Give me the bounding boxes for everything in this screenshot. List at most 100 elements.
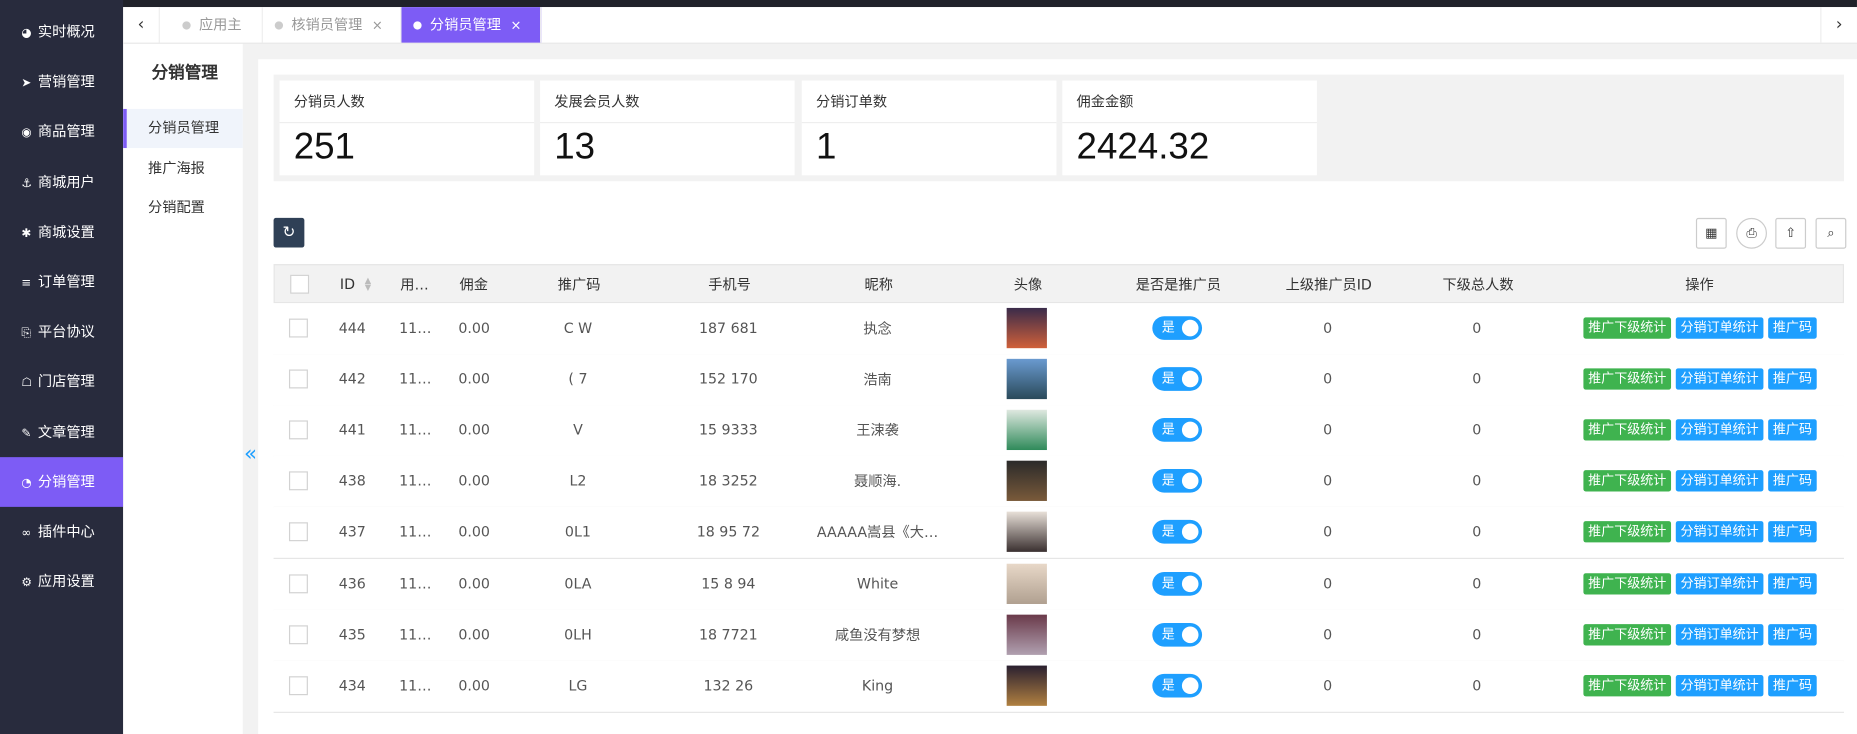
action-button[interactable]: 推广下级统计 bbox=[1583, 572, 1672, 594]
action-button[interactable]: 分销订单统计 bbox=[1675, 623, 1764, 645]
avatar bbox=[1006, 307, 1047, 349]
action-button[interactable]: 分销订单统计 bbox=[1675, 419, 1764, 441]
checkbox[interactable] bbox=[288, 522, 308, 542]
tab-prev[interactable]: ‹ bbox=[123, 7, 160, 43]
action-button[interactable]: 推广下级统计 bbox=[1583, 470, 1672, 492]
sidebar-item[interactable]: ◔ 分销管理 bbox=[0, 456, 124, 507]
menu-icon: ☖ bbox=[21, 377, 32, 391]
promoter-toggle[interactable]: 是 bbox=[1152, 520, 1203, 545]
checkbox[interactable] bbox=[288, 624, 308, 644]
action-button[interactable]: 推广码 bbox=[1768, 470, 1817, 492]
table-cell: AAAAA嵩县《大… bbox=[816, 524, 939, 542]
table-cell: 聂顺海. bbox=[853, 473, 902, 491]
action-button[interactable]: 推广下级统计 bbox=[1583, 623, 1672, 645]
table-row: 444 11… 0.00 C W 187 681 执念 0 0 是 推广下级统计 分销订单统计 推广码 bbox=[273, 303, 1844, 356]
checkbox[interactable] bbox=[290, 274, 310, 294]
columns-button[interactable]: ▦ bbox=[1695, 217, 1727, 249]
action-button[interactable]: 推广码 bbox=[1768, 521, 1817, 543]
checkbox[interactable] bbox=[288, 369, 308, 389]
submenu-item[interactable]: 分销员管理 bbox=[123, 108, 243, 149]
action-button[interactable]: 推广下级统计 bbox=[1583, 368, 1672, 390]
sidebar-item[interactable]: ◉ 商品管理 bbox=[0, 107, 123, 157]
sidebar-item[interactable]: ≡ 订单管理 bbox=[0, 257, 123, 307]
column-header[interactable]: ID bbox=[339, 275, 356, 293]
table-cell: 0 bbox=[1472, 574, 1482, 592]
action-button[interactable]: 分销订单统计 bbox=[1675, 674, 1764, 696]
table-cell: 0.00 bbox=[458, 472, 490, 490]
checkbox[interactable] bbox=[288, 420, 308, 440]
promoter-toggle[interactable]: 是 bbox=[1152, 316, 1203, 340]
stat-card: 佣金金额 2424.32 bbox=[1062, 80, 1317, 176]
action-button[interactable]: 推广码 bbox=[1768, 674, 1817, 696]
submenu-item[interactable]: 分销配置 bbox=[148, 198, 205, 216]
action-button[interactable]: 分销订单统计 bbox=[1675, 521, 1764, 543]
checkbox[interactable] bbox=[288, 471, 308, 491]
refresh-button[interactable]: ↻ bbox=[273, 217, 305, 248]
action-button[interactable]: 推广下级统计 bbox=[1583, 419, 1672, 441]
avatar bbox=[1006, 563, 1047, 604]
table-cell: 441 bbox=[338, 421, 366, 439]
sidebar-item[interactable]: ☖ 门店管理 bbox=[0, 357, 123, 407]
checkbox[interactable] bbox=[288, 573, 308, 593]
tab-close[interactable]: × bbox=[510, 17, 522, 34]
tab-next[interactable]: › bbox=[1820, 7, 1857, 43]
sidebar-item[interactable]: ∞ 插件中心 bbox=[0, 507, 123, 557]
collapse-button[interactable]: « bbox=[243, 441, 258, 467]
stat-label: 分销订单数 bbox=[815, 93, 888, 111]
menu-icon: ➤ bbox=[21, 77, 32, 91]
action-button[interactable]: 推广下级统计 bbox=[1583, 317, 1672, 339]
promoter-toggle[interactable]: 是 bbox=[1152, 673, 1203, 698]
stat-card: 分销员人数 251 bbox=[279, 80, 535, 176]
submenu-item[interactable]: 推广海报 bbox=[148, 159, 205, 176]
column-header: 上级推广员ID bbox=[1285, 276, 1372, 294]
stat-value: 1 bbox=[815, 125, 837, 167]
table-cell: 0 bbox=[1323, 574, 1333, 592]
sidebar-label: 插件中心 bbox=[37, 523, 95, 541]
sidebar-item[interactable]: ⚙ 应用设置 bbox=[0, 557, 123, 607]
action-button[interactable]: 分销订单统计 bbox=[1675, 572, 1764, 594]
action-button[interactable]: 分销订单统计 bbox=[1675, 317, 1764, 339]
action-button[interactable]: 分销订单统计 bbox=[1675, 368, 1764, 390]
checkbox[interactable] bbox=[288, 318, 308, 338]
sidebar-item[interactable]: ✱ 商城设置 bbox=[0, 207, 123, 257]
promoter-toggle[interactable]: 是 bbox=[1152, 367, 1203, 391]
tab[interactable]: 核销员管理 × bbox=[263, 7, 402, 43]
tab-close[interactable]: × bbox=[371, 17, 383, 34]
search-button[interactable]: ⌕ bbox=[1815, 217, 1847, 249]
action-button[interactable]: 推广码 bbox=[1768, 572, 1817, 594]
table-cell: 0 bbox=[1472, 370, 1482, 388]
checkbox[interactable] bbox=[288, 675, 308, 695]
column-header: 头像 bbox=[1013, 276, 1043, 294]
action-button[interactable]: 推广下级统计 bbox=[1583, 521, 1672, 543]
sidebar-item[interactable]: ⚓ 商城用户 bbox=[0, 157, 123, 207]
table-cell: 438 bbox=[338, 472, 366, 490]
promoter-toggle[interactable]: 是 bbox=[1152, 622, 1203, 647]
tab-label: 分销员管理 bbox=[429, 16, 501, 34]
promoter-toggle[interactable]: 是 bbox=[1152, 418, 1203, 442]
action-button[interactable]: 推广码 bbox=[1768, 368, 1817, 390]
action-button[interactable]: 分销订单统计 bbox=[1675, 470, 1764, 492]
tab[interactable]: 分销员管理 × bbox=[401, 7, 542, 43]
column-header: 昵称 bbox=[864, 276, 893, 294]
sidebar-item[interactable]: ➤ 营销管理 bbox=[0, 57, 123, 107]
action-button[interactable]: 推广码 bbox=[1768, 317, 1817, 339]
sidebar-item[interactable]: ◕ 实时概况 bbox=[0, 7, 123, 57]
promoter-toggle[interactable]: 是 bbox=[1152, 571, 1203, 596]
divider bbox=[540, 121, 795, 124]
tab[interactable]: 应用主页 bbox=[171, 7, 263, 69]
sidebar-label: 平台协议 bbox=[37, 323, 95, 341]
action-button[interactable]: 推广码 bbox=[1768, 623, 1817, 645]
column-header: 佣金 bbox=[459, 276, 488, 294]
action-button[interactable]: 推广码 bbox=[1768, 419, 1817, 441]
action-button[interactable]: 推广下级统计 bbox=[1583, 674, 1672, 696]
export-button[interactable]: ⇧ bbox=[1775, 217, 1807, 249]
table-row: 435 11… 0.00 0LH 18 7721 咸鱼没有梦想 0 0 是 推广下级统计 分销订单统… bbox=[273, 609, 1844, 662]
print-button[interactable]: ⎙ bbox=[1736, 217, 1767, 249]
promoter-toggle[interactable]: 是 bbox=[1152, 469, 1203, 494]
table-cell: 浩南 bbox=[863, 371, 892, 388]
sidebar-item[interactable]: ✎ 文章管理 bbox=[0, 407, 123, 457]
sidebar-label: 商城用户 bbox=[37, 173, 95, 191]
sidebar-item[interactable]: ⎘ 平台协议 bbox=[0, 307, 123, 357]
avatar bbox=[1006, 512, 1047, 553]
table-cell: 442 bbox=[338, 370, 366, 388]
